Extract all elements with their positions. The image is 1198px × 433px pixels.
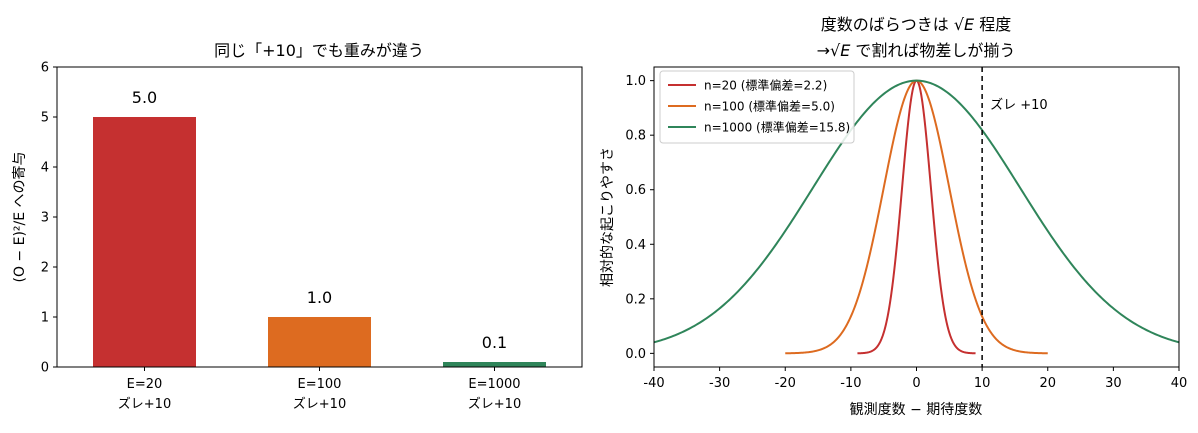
bar-chart: 同じ「+10」でも重みが違う (O − E)²/E への寄与 0 1 2 3 4 5 6 5…	[11, 41, 583, 412]
y-tick-label: 4	[41, 161, 49, 176]
x-tick-label: -40	[643, 376, 664, 391]
x-tick-label: 20	[1039, 376, 1056, 391]
y-tick-label: 0.6	[625, 183, 646, 198]
x-tick-label: -10	[840, 376, 861, 391]
series-line	[857, 79, 976, 355]
x-tick-label: 0	[912, 376, 920, 391]
bar-chart-title: 同じ「+10」でも重みが違う	[214, 41, 424, 60]
y-tick-label: 1	[41, 311, 49, 326]
line-chart-xlabel: 観測度数 − 期待度数	[850, 401, 983, 418]
bar-chart-ylabel: (O − E)²/E への寄与	[11, 151, 28, 282]
line-chart-title-line1: 度数のばらつきは √E 程度	[821, 15, 1012, 34]
y-tick-label: 0.0	[625, 347, 646, 362]
y-tick-label: 1.0	[625, 74, 646, 89]
y-tick-label: 6	[41, 61, 49, 76]
y-tick-label: 3	[41, 211, 49, 226]
x-tick-label: -30	[709, 376, 730, 391]
line-chart-frame	[653, 66, 1180, 368]
x-tick-label: 10	[974, 376, 991, 391]
y-tick-label: 2	[41, 261, 49, 276]
line-chart-vline: ズレ +10	[981, 67, 1048, 367]
bar-value-label: 1.0	[307, 288, 332, 307]
vline-label: ズレ +10	[990, 97, 1048, 113]
y-tick-label: 0.8	[625, 129, 646, 144]
bar	[268, 317, 371, 367]
line-chart-title-line2: →√E で割れば物差しが揃う	[817, 41, 1016, 60]
bar-chart-frame	[56, 66, 583, 368]
series-line	[653, 79, 1180, 344]
line-chart: 度数のばらつきは √E 程度 →√E で割れば物差しが揃う 相対的な起こりやすさ…	[600, 15, 1187, 418]
legend-entry: n=100 (標準偏差=5.0)	[704, 99, 835, 114]
x-tick-label: ズレ+10	[293, 396, 346, 412]
x-tick-label: ズレ+10	[118, 396, 171, 412]
line-chart-ylabel: 相対的な起こりやすさ	[600, 147, 616, 287]
x-tick-label: -20	[775, 376, 796, 391]
x-tick-label: E=20	[127, 377, 163, 392]
legend-entry: n=1000 (標準偏差=15.8)	[704, 120, 850, 135]
y-tick-label: 5	[41, 111, 49, 126]
legend-entry: n=20 (標準偏差=2.2)	[704, 78, 827, 93]
y-tick-label: 0.2	[625, 292, 646, 307]
x-tick-label: 30	[1105, 376, 1122, 391]
bar-chart-y-ticks: 0 1 2 3 4 5 6	[41, 61, 57, 376]
x-tick-label: E=100	[298, 377, 342, 392]
bar	[93, 117, 196, 367]
x-tick-label: 40	[1171, 376, 1188, 391]
x-tick-label: E=1000	[468, 377, 520, 392]
bar-chart-x-labels: E=20 ズレ+10 E=100 ズレ+10 E=1000 ズレ+10	[118, 367, 521, 412]
bar-value-label: 0.1	[482, 333, 507, 352]
line-chart-ticks: -40 -30 -20 -10 0 10 20 30 40 0.0 0.2 0.4 0.6 0.8 1.0	[625, 74, 1187, 391]
y-tick-label: 0	[41, 361, 49, 376]
line-chart-curves	[653, 79, 1180, 355]
line-chart-legend: n=20 (標準偏差=2.2) n=100 (標準偏差=5.0) n=1000 (標…	[659, 70, 855, 144]
y-tick-label: 0.4	[625, 238, 646, 253]
bar	[443, 362, 546, 367]
x-tick-label: ズレ+10	[468, 396, 521, 412]
legend-box	[659, 70, 855, 144]
bar-value-label: 5.0	[132, 88, 157, 107]
bar-chart-bars: 5.0 1.0 0.1	[93, 88, 546, 367]
